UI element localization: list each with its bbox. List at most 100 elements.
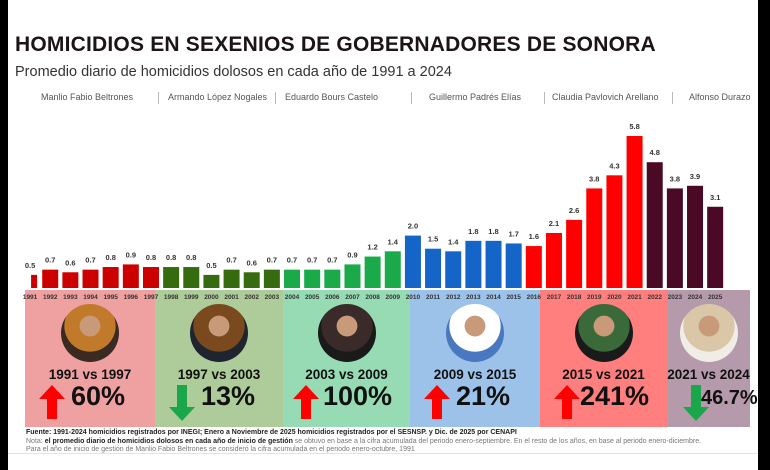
panel-4: 2009 vs 2015 21% xyxy=(410,290,540,427)
bar-1996 xyxy=(122,264,139,288)
bar-2022 xyxy=(646,162,663,288)
data-label: 1.4 xyxy=(388,237,399,246)
bar-2012 xyxy=(445,251,462,288)
bar-2024 xyxy=(687,185,704,288)
governor-photo xyxy=(679,304,738,362)
data-label: 0.6 xyxy=(65,258,75,267)
bar-2010 xyxy=(404,235,421,288)
percent-change: 60% xyxy=(71,381,126,411)
bar-2014 xyxy=(485,240,502,288)
governor-label: Manlio Fabio Beltrones xyxy=(41,92,134,102)
x-tick-label: 2004 xyxy=(285,294,300,300)
x-tick-label: 2002 xyxy=(244,294,259,300)
x-tick-label: 2003 xyxy=(265,294,280,300)
governor-label: Armando López Nogales xyxy=(168,92,268,102)
bar-2011 xyxy=(425,248,442,288)
data-label: 0.8 xyxy=(186,253,196,262)
bar-2023 xyxy=(666,188,683,288)
data-label: 3.8 xyxy=(670,174,680,183)
x-tick-label: 2022 xyxy=(647,294,662,300)
bar-2025 xyxy=(707,206,724,288)
percent-change: 100% xyxy=(323,381,393,411)
bar-2020 xyxy=(606,175,623,288)
x-tick-label: 2020 xyxy=(607,294,622,300)
data-label: 3.9 xyxy=(690,172,700,181)
x-tick-label: 2010 xyxy=(406,294,421,300)
x-tick-label: 1999 xyxy=(184,294,199,300)
bar-1997 xyxy=(142,267,159,288)
bar-2013 xyxy=(465,240,482,288)
data-label: 0.7 xyxy=(307,256,317,265)
x-tick-label: 1991 xyxy=(23,294,38,300)
data-label: 1.4 xyxy=(448,237,459,246)
footnote-note: Nota: el promedio diario de homicidios d… xyxy=(26,438,701,445)
divider xyxy=(158,92,159,104)
footnote-source: Fuente: 1991-2024 homicidios registrados… xyxy=(26,429,517,436)
data-label: 2.1 xyxy=(549,219,559,228)
bar-2018 xyxy=(566,219,583,288)
data-label: 4.3 xyxy=(609,161,619,170)
governor-legend: Manlio Fabio Beltrones Armando López Nog… xyxy=(8,92,758,106)
x-tick-label: 2025 xyxy=(708,294,723,300)
arrow-up-icon xyxy=(424,385,450,424)
data-label: 0.7 xyxy=(85,256,95,265)
bar-2021 xyxy=(626,136,643,288)
bar-2009 xyxy=(384,251,401,288)
x-tick-label: 2013 xyxy=(466,294,481,300)
data-label: 0.5 xyxy=(206,261,216,270)
bar-1993 xyxy=(62,272,79,288)
x-tick-label: 2008 xyxy=(365,294,380,300)
x-tick-label: 2006 xyxy=(325,294,340,300)
divider xyxy=(672,92,673,104)
data-label: 1.7 xyxy=(508,229,518,238)
bar-1991 xyxy=(31,274,38,288)
data-label: 0.7 xyxy=(327,256,337,265)
bar-2001 xyxy=(223,269,240,288)
arrow-up-icon xyxy=(39,385,65,424)
bar-2000 xyxy=(203,274,220,288)
data-label: 4.8 xyxy=(650,148,660,157)
divider xyxy=(8,453,758,454)
bar-2016 xyxy=(525,246,542,288)
data-label: 1.6 xyxy=(529,232,539,241)
footnote-note-2: Para el año de inicio de gestión de Manl… xyxy=(26,446,415,453)
note-prefix: Nota: xyxy=(26,438,45,445)
data-label: 2.0 xyxy=(408,222,418,231)
governor-photo xyxy=(446,304,504,362)
panel-1: 1991 vs 1997 60% xyxy=(25,290,155,427)
bar-2015 xyxy=(505,243,522,288)
governor-photo xyxy=(61,304,119,362)
note-bold: el promedio diario de homicidios dolosos… xyxy=(44,438,293,445)
bar-2002 xyxy=(243,272,260,288)
governor-photo xyxy=(317,304,376,362)
arrow-up-icon xyxy=(293,385,319,424)
percent-change: 13% xyxy=(201,381,256,411)
arrow-up-icon xyxy=(554,385,580,424)
arrow-down-icon xyxy=(169,385,195,426)
bar-2007 xyxy=(344,264,361,288)
x-tick-label: 1992 xyxy=(43,294,58,300)
x-tick-label: 1998 xyxy=(164,294,179,300)
data-label: 5.8 xyxy=(629,122,639,131)
x-tick-label: 1997 xyxy=(144,294,159,300)
governor-photo xyxy=(574,304,633,362)
divider xyxy=(544,92,545,104)
x-tick-label: 2001 xyxy=(224,294,239,300)
data-label: 0.7 xyxy=(267,256,277,265)
data-label: 1.8 xyxy=(488,227,498,236)
comparison-label: 2015 vs 2021 xyxy=(562,367,645,382)
x-tick-label: 2012 xyxy=(446,294,461,300)
data-label: 1.2 xyxy=(367,243,377,252)
x-tick-label: 2015 xyxy=(506,294,521,300)
bar-1992 xyxy=(42,269,59,288)
note-rest: se obtuvo en base a la cifra acumulada d… xyxy=(292,438,702,445)
data-label: 0.6 xyxy=(247,258,257,267)
governor-label: Alfonso Durazo xyxy=(689,92,751,102)
data-label: 1.8 xyxy=(468,227,478,236)
comparison-label: 2021 vs 2024 xyxy=(667,367,750,382)
governor-label: Claudia Pavlovich Arellano xyxy=(552,92,659,102)
data-label: 1.5 xyxy=(428,235,438,244)
bar-2005 xyxy=(304,269,321,288)
x-tick-label: 1993 xyxy=(63,294,78,300)
bar-2006 xyxy=(324,269,341,288)
